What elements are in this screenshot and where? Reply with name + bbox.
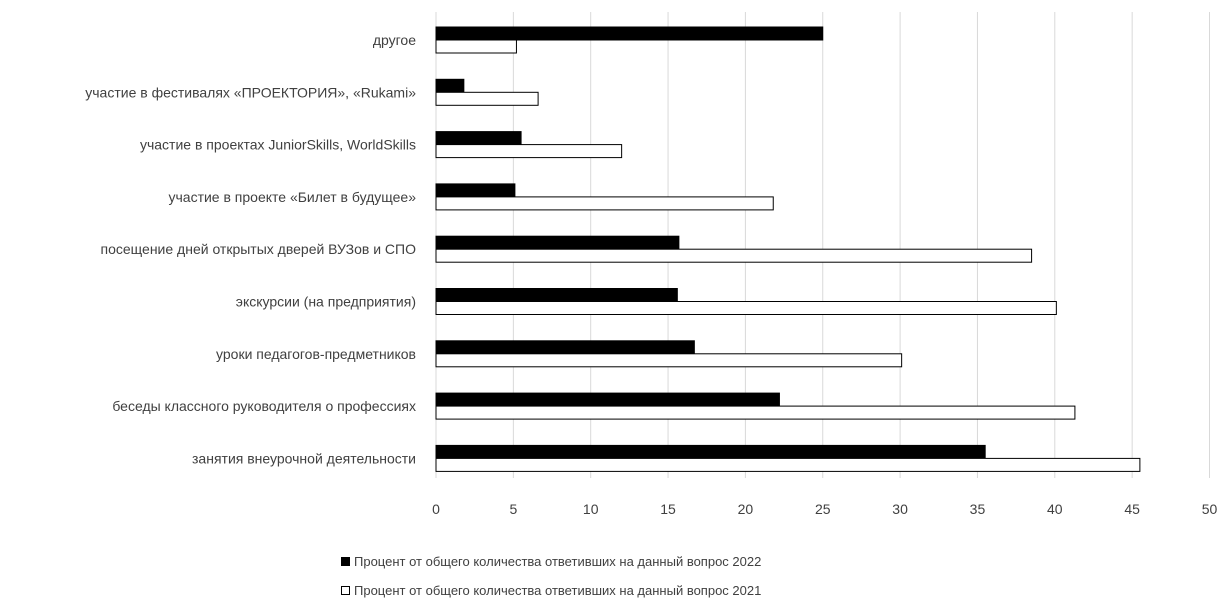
bar-2021-7 — [435, 405, 1076, 420]
legend-item-2022: Процент от общего количества ответивших … — [341, 554, 761, 569]
bar-2022-7 — [435, 392, 780, 407]
x-tick-label-25: 25 — [815, 501, 831, 517]
legend-swatch-2022 — [341, 557, 350, 566]
bar-2022-3 — [435, 183, 516, 198]
bar-2021-8 — [435, 457, 1141, 472]
bar-2022-0 — [435, 26, 824, 41]
category-label-6: уроки педагогов-предметников — [216, 346, 416, 362]
x-tick-label-30: 30 — [892, 501, 908, 517]
bar-2022-2 — [435, 131, 522, 146]
x-tick-label-40: 40 — [1047, 501, 1063, 517]
bar-2022-5 — [435, 288, 678, 302]
category-label-4: посещение дней открытых дверей ВУЗов и С… — [101, 241, 417, 257]
x-tick-label-0: 0 — [432, 501, 440, 517]
category-label-7: беседы классного руководителя о професси… — [112, 398, 416, 414]
bar-2021-0 — [435, 39, 517, 54]
legend-swatch-2021 — [341, 586, 350, 595]
bar-2021-5 — [435, 301, 1057, 315]
category-label-0: другое — [373, 32, 416, 48]
bar-2021-2 — [435, 144, 623, 159]
x-tick-label-20: 20 — [738, 501, 754, 517]
category-label-5: экскурсии (на предприятия) — [236, 294, 416, 310]
bar-2021-3 — [435, 196, 774, 211]
bar-2022-1 — [435, 78, 465, 93]
category-label-3: участие в проекте «Билет в будущее» — [168, 189, 416, 205]
x-tick-label-5: 5 — [509, 501, 517, 517]
bars — [435, 26, 1141, 472]
bar-2021-4 — [435, 248, 1033, 263]
bar-2022-6 — [435, 340, 695, 355]
legend-label-2021: Процент от общего количества ответивших … — [354, 583, 762, 598]
category-label-1: участие в фестивалях «ПРОЕКТОРИЯ», «Ruka… — [85, 84, 416, 100]
x-tick-label-45: 45 — [1124, 501, 1140, 517]
category-labels: другое участие в фестивалях «ПРОЕКТОРИЯ»,… — [85, 32, 416, 466]
category-label-8: занятия внеурочной деятельности — [192, 450, 416, 466]
category-label-2: участие в проектах JuniorSkills, WorldSk… — [140, 137, 416, 153]
legend-label-2022: Процент от общего количества ответивших … — [354, 554, 762, 569]
legend-item-2021: Процент от общего количества ответивших … — [341, 583, 761, 598]
bar-2022-4 — [435, 235, 680, 250]
bar-2021-1 — [435, 91, 539, 106]
x-tick-label-15: 15 — [660, 501, 676, 517]
x-tick-label-10: 10 — [583, 501, 599, 517]
x-axis-tick-labels: 0 5 10 15 20 25 30 35 40 45 50 — [432, 501, 1217, 517]
vertical-gridlines — [435, 12, 1210, 478]
bar-2022-8 — [435, 444, 986, 459]
x-tick-label-50: 50 — [1202, 501, 1218, 517]
bar-2021-6 — [435, 353, 903, 368]
x-tick-label-35: 35 — [970, 501, 986, 517]
